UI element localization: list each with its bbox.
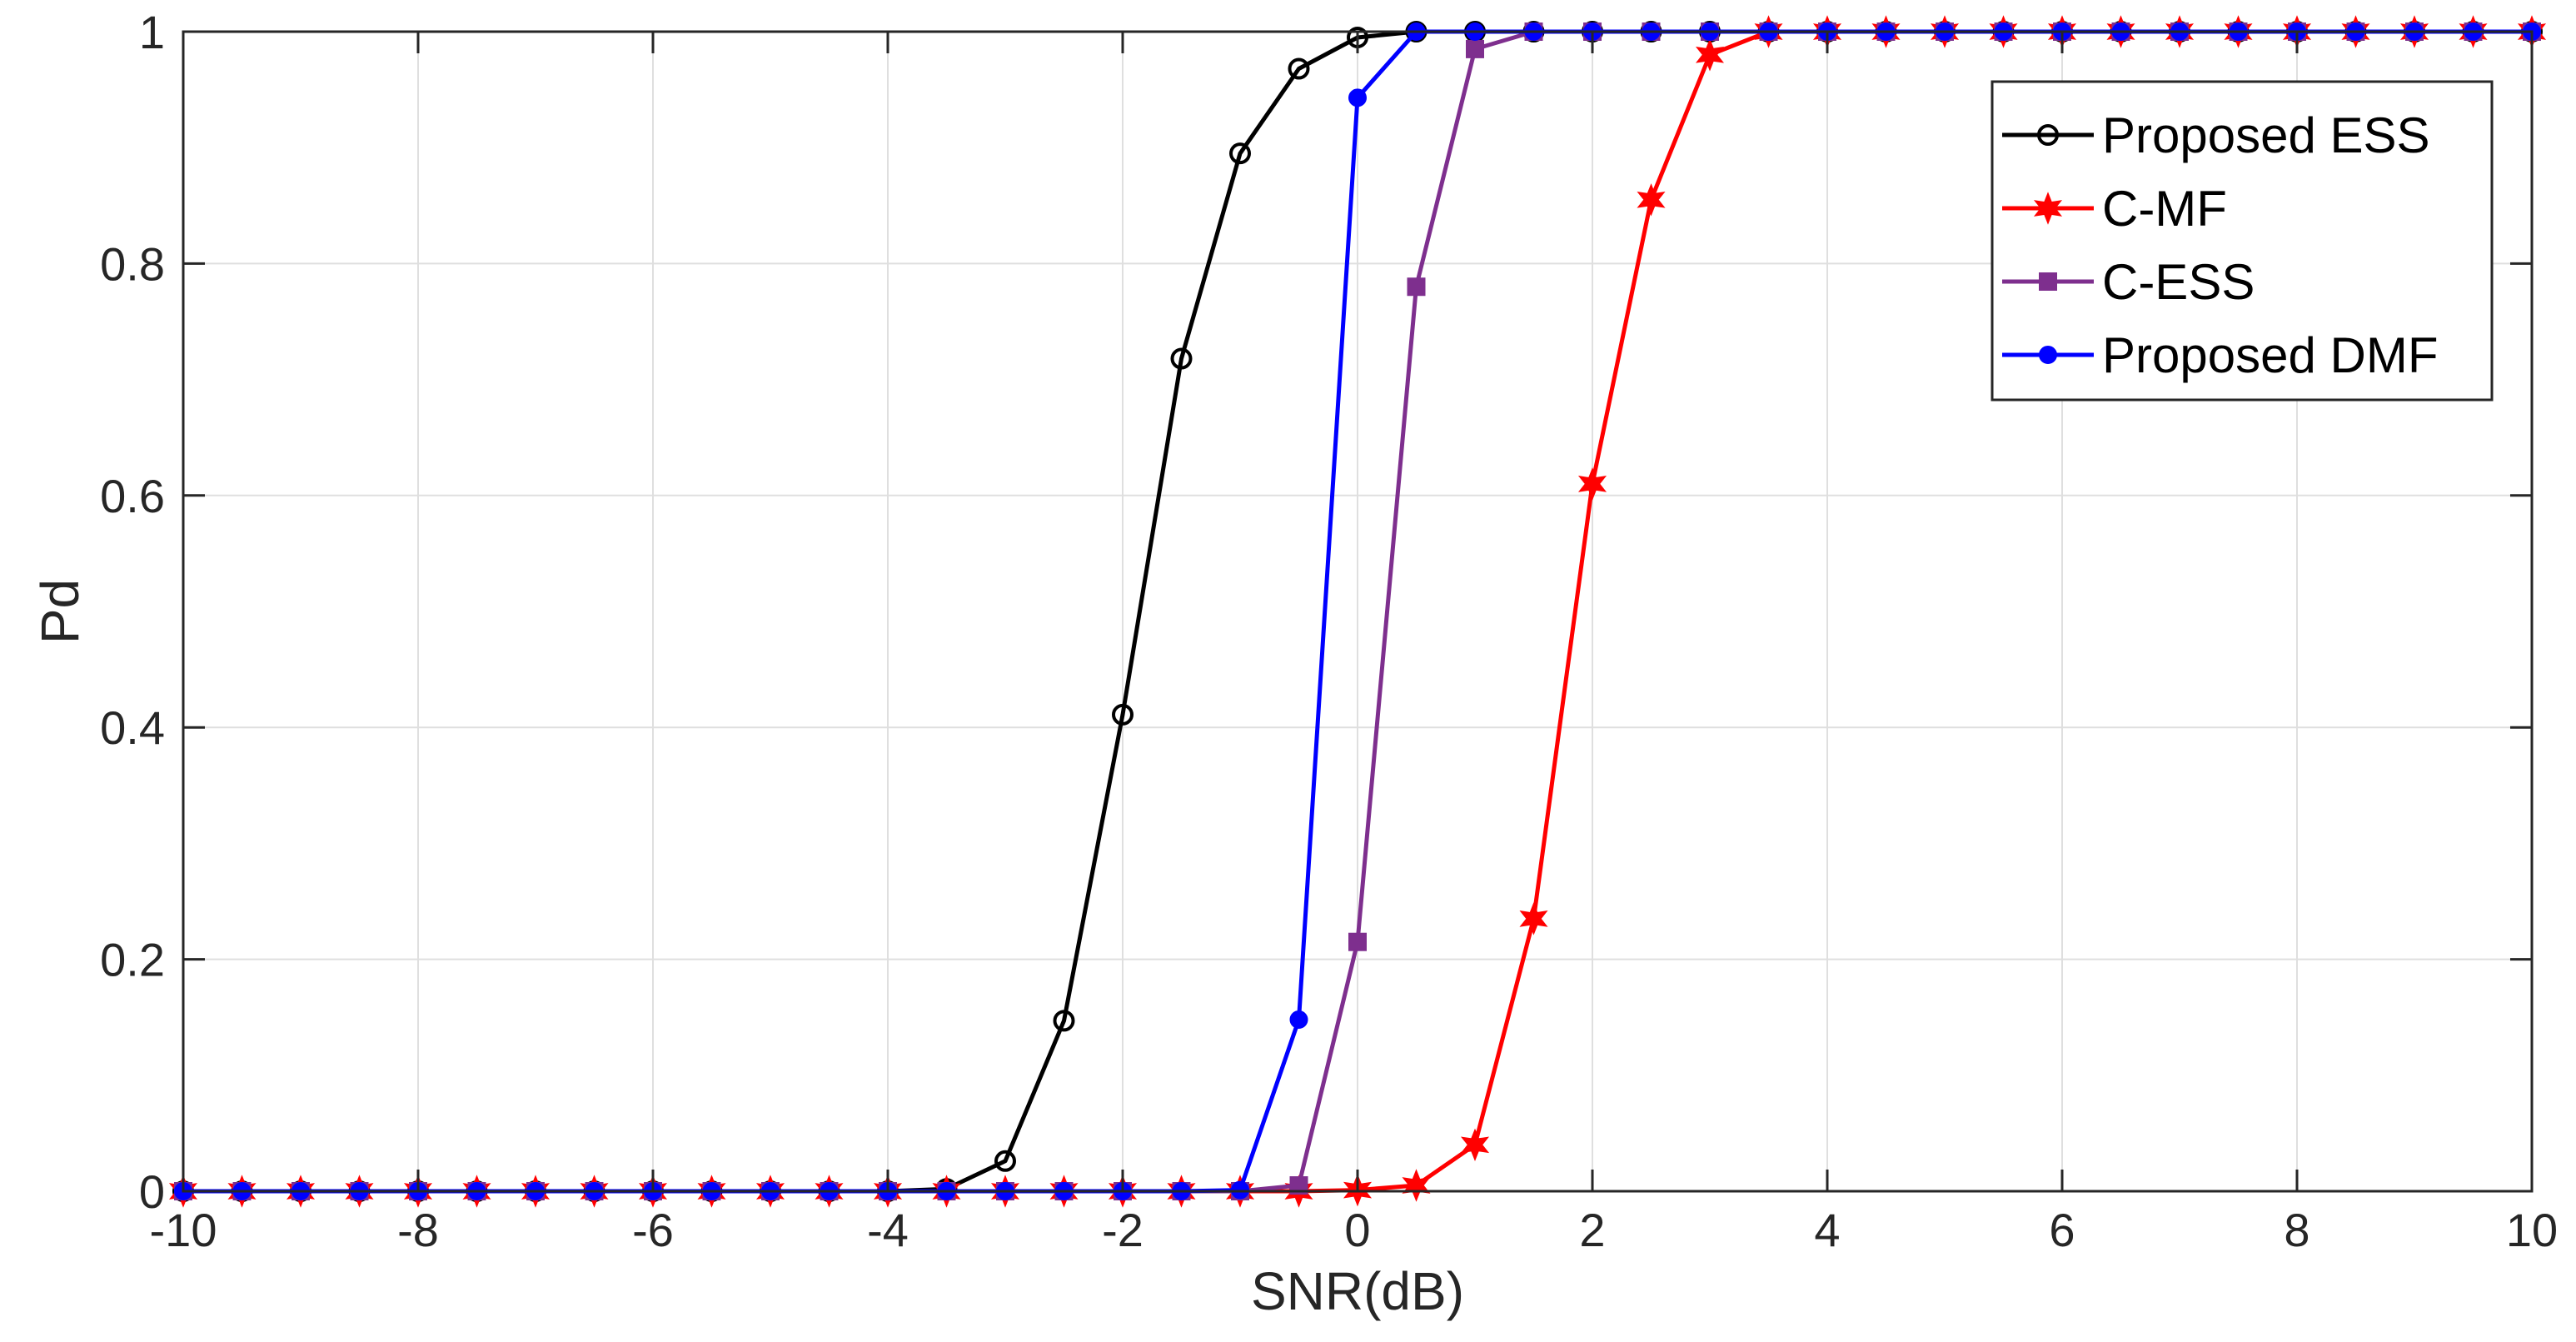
data-point — [1519, 902, 1548, 935]
y-tick-label: 0.2 — [100, 934, 165, 986]
x-tick-label: -8 — [397, 1204, 439, 1256]
data-point — [1289, 1010, 1308, 1029]
y-tick-label: 0.4 — [100, 701, 165, 754]
legend-entry: Proposed DMF — [2002, 327, 2438, 383]
x-tick-label: -2 — [1102, 1204, 1144, 1256]
x-tick-label: 6 — [2049, 1204, 2075, 1256]
data-point — [1053, 1010, 1075, 1032]
x-tick-label: 2 — [1579, 1204, 1605, 1256]
data-point — [994, 1150, 1016, 1172]
data-point — [1348, 88, 1367, 107]
x-tick-label: -10 — [150, 1204, 217, 1256]
legend-marker — [2033, 192, 2063, 225]
legend-marker — [2039, 346, 2057, 364]
legend-marker — [2037, 124, 2059, 146]
legend-marker — [2039, 272, 2057, 291]
data-point — [1402, 1169, 1431, 1202]
y-tick-label: 0.6 — [100, 470, 165, 522]
tick-labels: -10 -8 -6 -4 -2 0 2 4 6 8 10 0 0.2 0.4 0.6 0.8 1 — [100, 6, 2558, 1256]
y-axis-title: Pd — [30, 579, 90, 644]
legend-entry: C-MF — [2002, 181, 2227, 237]
x-tick-label: 4 — [1814, 1204, 1840, 1256]
data-point — [1288, 57, 1310, 80]
x-tick-label: -6 — [632, 1204, 674, 1256]
y-tick-label: 0.8 — [100, 237, 165, 290]
legend-label: C-MF — [2102, 181, 2227, 237]
data-point — [1170, 347, 1193, 370]
data-point — [1466, 39, 1484, 58]
x-tick-label: 10 — [2506, 1204, 2558, 1256]
legend-label: Proposed ESS — [2102, 107, 2430, 163]
data-point — [1407, 277, 1426, 297]
data-point — [1229, 142, 1251, 165]
legend-entry: Proposed ESS — [2002, 107, 2430, 163]
legend-label: Proposed DMF — [2102, 327, 2438, 383]
data-point — [1460, 1128, 1490, 1162]
data-point — [1577, 467, 1607, 501]
legend: Proposed ESS C-MF C-ESS Proposed DMF — [1991, 80, 2494, 402]
legend-label: C-ESS — [2102, 254, 2255, 310]
x-tick-label: 8 — [2284, 1204, 2309, 1256]
data-point — [1289, 1176, 1308, 1195]
legend-entry: C-ESS — [2002, 254, 2255, 310]
data-point — [1695, 38, 1725, 72]
x-axis-title: SNR(dB) — [1251, 1261, 1464, 1321]
x-tick-label: 0 — [1344, 1204, 1370, 1256]
ticks — [182, 30, 2534, 1193]
data-point — [1348, 932, 1367, 951]
y-tick-label: 1 — [139, 6, 165, 58]
y-tick-label: 0 — [139, 1165, 165, 1218]
x-tick-label: -4 — [867, 1204, 909, 1256]
data-point — [1112, 703, 1134, 726]
data-point — [1637, 183, 1666, 217]
